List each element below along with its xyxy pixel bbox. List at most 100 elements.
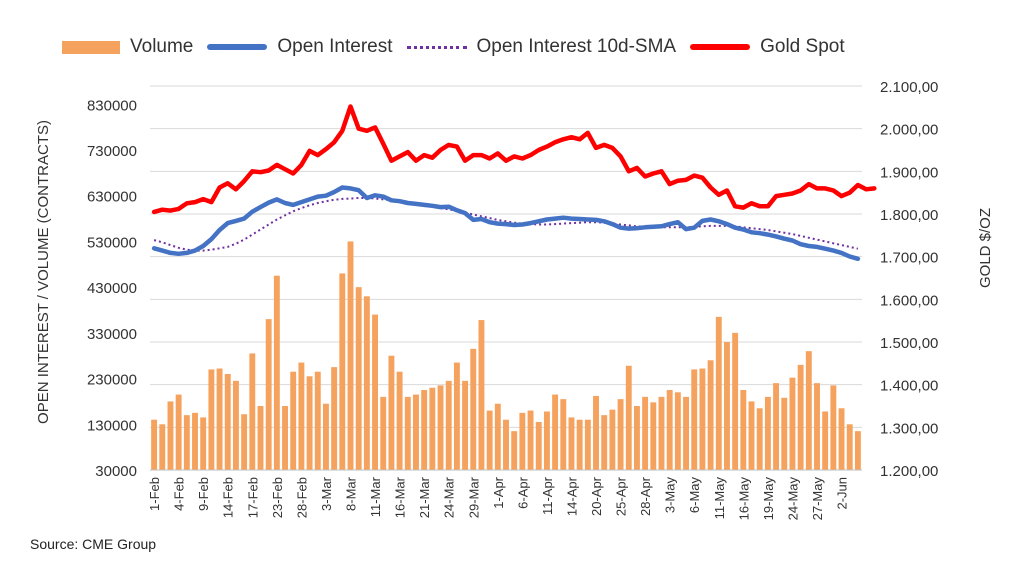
y-right-tick-label: 2.100,00 — [880, 79, 938, 96]
volume-bar — [764, 396, 771, 470]
legend-label-oi-sma: Open Interest 10d-SMA — [476, 36, 677, 57]
legend-swatch-open-interest — [207, 44, 268, 50]
y-right-tick-label: 1.600,00 — [880, 292, 938, 309]
volume-bar — [257, 406, 264, 470]
legend-swatch-gold-spot — [690, 44, 751, 50]
volume-bar — [527, 410, 534, 470]
volume-bar — [224, 374, 231, 470]
x-tick-label: 28-Feb — [294, 477, 309, 518]
volume-bar — [478, 320, 485, 470]
volume-bar — [805, 351, 812, 470]
volume-bar — [429, 387, 436, 470]
volume-bar — [159, 424, 166, 470]
x-tick-label: 1-Apr — [491, 476, 506, 508]
volume-bar — [216, 368, 223, 470]
y-axis-label-left: OPEN INTEREST / VOLUME (CONTRACTS) — [35, 120, 52, 424]
volume-bar — [642, 396, 649, 470]
x-tick-label: 3-May — [663, 477, 678, 514]
x-tick-label: 6-May — [687, 476, 702, 513]
y-left-tick-label: 830000 — [87, 97, 137, 114]
volume-bar — [486, 410, 493, 470]
x-tick-label: 29-Mar — [466, 476, 481, 518]
x-tick-label: 2-Jun — [835, 477, 850, 510]
volume-bar — [470, 348, 477, 470]
y-right-tick-label: 1.500,00 — [880, 335, 938, 352]
volume-bar — [363, 296, 370, 470]
volume-bar — [609, 409, 616, 470]
legend-swatch-oi-sma — [406, 45, 467, 49]
legend-label-volume: Volume — [130, 36, 194, 57]
y-left-tick-label: 530000 — [87, 234, 137, 251]
y-left-tick-label: 430000 — [87, 280, 137, 297]
volume-bar — [494, 403, 501, 470]
volume-bar — [192, 412, 198, 470]
volume-bar — [183, 415, 190, 470]
x-tick-label: 28-Apr — [638, 476, 653, 516]
volume-bar — [773, 383, 780, 470]
x-tick-label: 11-May — [712, 477, 727, 520]
volume-bar — [854, 431, 861, 470]
volume-bar — [372, 314, 379, 470]
volume-bars — [151, 241, 861, 470]
x-tick-label: 3-Mar — [319, 476, 334, 511]
x-tick-label: 14-Apr — [565, 476, 580, 516]
volume-bar — [404, 396, 411, 470]
volume-bar — [511, 431, 518, 470]
legend-item-oi-sma: Open Interest 10d-SMA — [406, 36, 677, 58]
volume-bar — [552, 394, 559, 470]
y-right-tick-label: 1.400,00 — [880, 378, 938, 395]
volume-bar — [593, 395, 599, 470]
volume-bar — [691, 369, 698, 470]
y-axis-label-right: GOLD $/OZ — [977, 208, 994, 288]
volume-bar — [715, 316, 722, 470]
volume-bar — [674, 392, 681, 470]
volume-bar — [241, 414, 248, 470]
volume-bar — [208, 369, 215, 470]
x-tick-label: 8-Mar — [344, 476, 359, 511]
volume-bar — [339, 273, 346, 470]
volume-bar — [298, 362, 305, 470]
volume-bar — [560, 399, 567, 470]
volume-bar — [732, 332, 739, 470]
legend-item-gold-spot: Gold Spot — [690, 36, 845, 58]
volume-bar — [683, 396, 689, 470]
volume-bar — [347, 241, 354, 470]
y-left-tick-label: 330000 — [87, 326, 137, 343]
legend-label-open-interest: Open Interest — [277, 36, 393, 57]
y-left-tick-label: 730000 — [87, 143, 137, 160]
x-tick-label: 27-May — [810, 477, 825, 521]
source-note: Source: CME Group — [30, 536, 157, 552]
legend-swatch-volume — [62, 40, 120, 54]
volume-bar — [290, 371, 297, 470]
volume-bar — [724, 342, 730, 470]
volume-bar — [421, 390, 428, 470]
volume-bar — [633, 406, 640, 470]
volume-bar — [846, 424, 853, 470]
volume-bar — [282, 406, 288, 470]
volume-bar — [576, 419, 583, 470]
y-left-tick-label: 630000 — [87, 189, 137, 206]
volume-bar — [822, 411, 829, 470]
volume-bar — [519, 412, 526, 470]
volume-bar — [273, 275, 280, 470]
y-right-tick-label: 1.700,00 — [880, 250, 938, 267]
x-tick-label: 24-Mar — [442, 476, 457, 518]
volume-bar — [707, 360, 714, 470]
volume-bar — [814, 383, 820, 470]
volume-bar — [437, 385, 444, 470]
volume-bar — [167, 401, 174, 470]
x-tick-label: 11-Apr — [540, 476, 555, 515]
volume-bar — [830, 385, 837, 470]
y-left-tick-label: 230000 — [87, 372, 137, 389]
x-tick-label: 19-May — [761, 477, 776, 521]
axes: 1.200,00 1.300,00 1.400,00 1.500,00 1.600,00… — [87, 79, 938, 520]
legend-label-gold-spot: Gold Spot — [760, 36, 845, 57]
volume-bar — [323, 403, 329, 470]
x-tick-label: 6-Apr — [515, 476, 530, 508]
volume-bar — [232, 380, 239, 470]
legend-item-open-interest: Open Interest — [207, 36, 393, 58]
x-tick-label: 11-Mar — [368, 476, 383, 517]
x-tick-label: 20-Apr — [589, 476, 604, 516]
volume-bar — [789, 377, 796, 470]
open-interest-line — [151, 185, 861, 262]
